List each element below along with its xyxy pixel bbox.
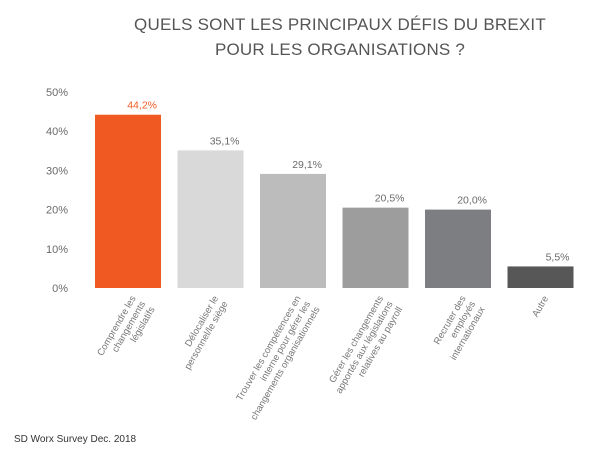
- bar: [507, 266, 574, 288]
- data-label: 5,5%: [546, 251, 570, 263]
- y-tick-label: 0%: [52, 283, 68, 295]
- y-tick-label: 30%: [46, 165, 68, 177]
- y-tick-label: 20%: [46, 205, 68, 217]
- y-tick-label: 40%: [46, 126, 68, 138]
- bar: [260, 173, 326, 288]
- bar: [177, 150, 244, 288]
- value-labels-group: 44,2% 35,1% 29,1% 20,5% 20,0% 5,5%: [127, 100, 569, 264]
- y-axis: 0% 10% 20% 30% 40% 50%: [46, 87, 68, 295]
- bars-group: [95, 114, 574, 289]
- source-note: SD Worx Survey Dec. 2018: [14, 434, 137, 445]
- data-label: 20,5%: [375, 193, 405, 205]
- chart-title-line-1: QUELS SONT LES PRINCIPAUX DÉFIS DU BREXI…: [134, 15, 546, 34]
- category-label-line: Autre: [530, 294, 551, 319]
- bar: [425, 209, 491, 288]
- bar: [342, 207, 409, 288]
- data-label: 35,1%: [210, 135, 240, 147]
- y-tick-label: 50%: [46, 87, 68, 99]
- y-tick-label: 10%: [46, 244, 68, 256]
- category-label: Autre: [530, 294, 551, 319]
- data-label: 29,1%: [292, 159, 322, 171]
- data-label: 20,0%: [457, 195, 487, 207]
- data-label: 44,2%: [127, 100, 157, 112]
- chart-title-line-2: POUR LES ORGANISATIONS ?: [215, 40, 465, 59]
- bar: [95, 114, 161, 289]
